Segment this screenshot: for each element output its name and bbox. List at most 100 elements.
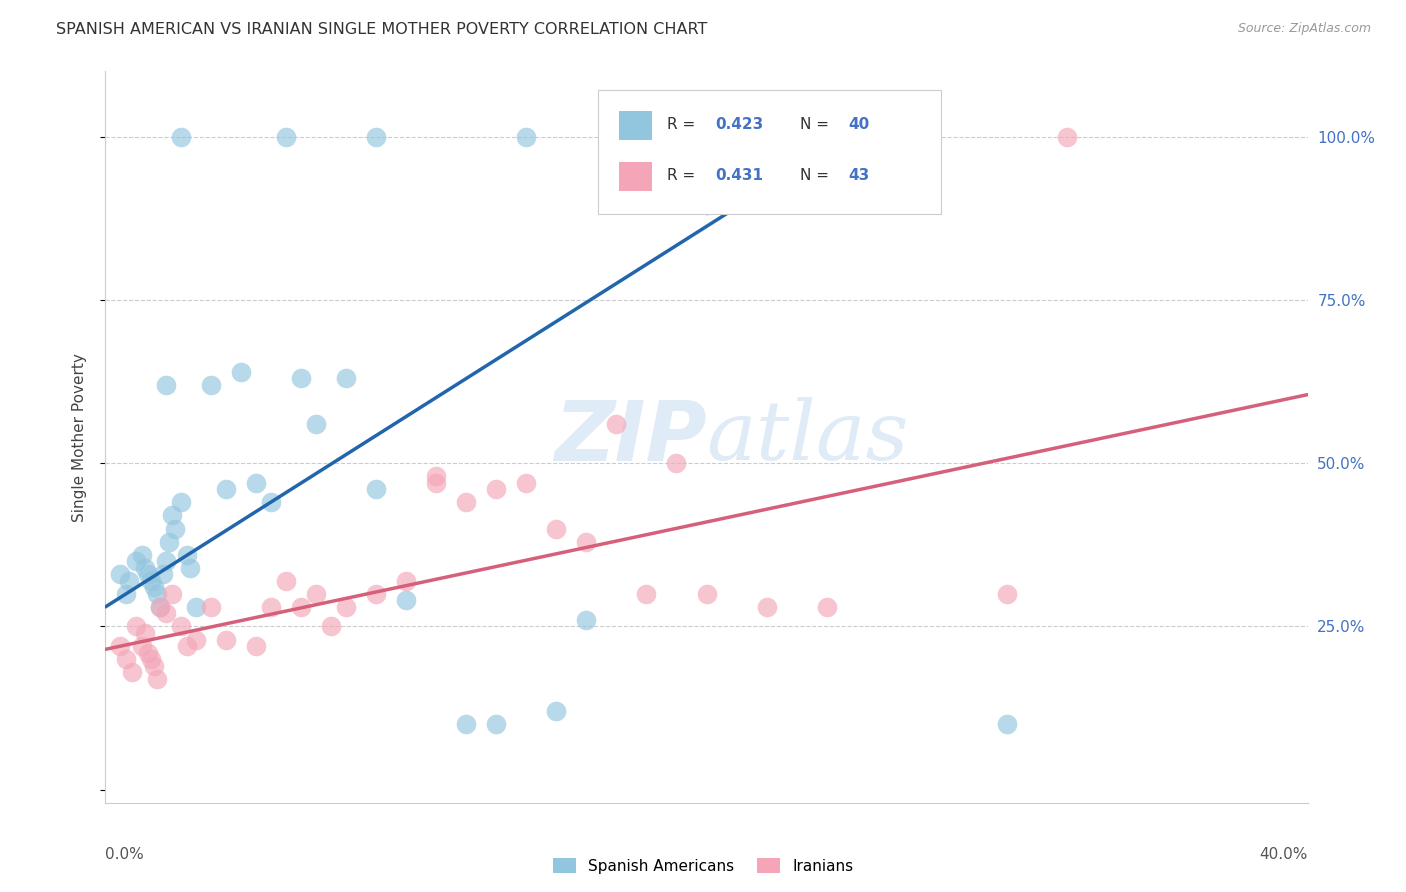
Point (395, 593, 418, 607)
Point (995, 717, 1018, 731)
Point (274, 574, 297, 588)
Point (184, 599, 207, 614)
Point (157, 534, 180, 549)
Legend: Spanish Americans, Iranians: Spanish Americans, Iranians (547, 852, 859, 880)
Point (169, 129, 191, 144)
Point (214, 632, 236, 647)
Point (364, 129, 387, 144)
Point (110, 567, 132, 582)
Point (305, 417, 328, 431)
Point (290, 599, 312, 614)
Point (148, 599, 170, 614)
Point (145, 672, 167, 686)
Point (260, 495, 283, 509)
Point (110, 639, 132, 653)
Text: R =: R = (666, 117, 700, 131)
Text: R =: R = (666, 168, 700, 183)
Text: 40: 40 (848, 117, 870, 131)
Point (274, 129, 297, 144)
Point (665, 456, 688, 470)
Point (148, 599, 170, 614)
Point (115, 587, 138, 601)
Point (134, 560, 156, 574)
Point (131, 548, 153, 562)
Text: Source: ZipAtlas.com: Source: ZipAtlas.com (1237, 22, 1371, 36)
Point (155, 607, 177, 621)
Point (136, 646, 159, 660)
Point (575, 613, 598, 627)
Text: ZIP: ZIP (554, 397, 707, 477)
Point (184, 632, 207, 647)
Point (995, 587, 1018, 601)
Point (124, 554, 146, 568)
Point (260, 599, 283, 614)
Point (546, 521, 568, 535)
Point (364, 587, 387, 601)
FancyBboxPatch shape (599, 90, 941, 214)
Point (696, 587, 718, 601)
Point (118, 574, 141, 588)
Point (160, 508, 183, 523)
Text: atlas: atlas (707, 397, 908, 477)
Point (214, 483, 236, 497)
Point (160, 587, 183, 601)
Point (454, 495, 477, 509)
Point (155, 377, 177, 392)
Text: 0.0%: 0.0% (105, 847, 145, 862)
FancyBboxPatch shape (619, 111, 652, 140)
Point (229, 365, 252, 379)
Point (176, 548, 198, 562)
Point (121, 665, 143, 680)
Point (546, 705, 568, 719)
Point (142, 580, 165, 594)
Point (169, 619, 191, 633)
Text: 40.0%: 40.0% (1260, 847, 1308, 862)
Point (134, 626, 156, 640)
Point (425, 469, 447, 483)
Point (485, 717, 508, 731)
Point (425, 475, 447, 490)
FancyBboxPatch shape (619, 162, 652, 191)
Text: SPANISH AMERICAN VS IRANIAN SINGLE MOTHER POVERTY CORRELATION CHART: SPANISH AMERICAN VS IRANIAN SINGLE MOTHE… (56, 22, 707, 37)
Point (515, 475, 537, 490)
Point (145, 587, 167, 601)
Text: 0.431: 0.431 (714, 168, 763, 183)
Point (179, 560, 201, 574)
Point (142, 658, 165, 673)
Text: 0.423: 0.423 (714, 117, 763, 131)
Point (319, 619, 342, 633)
Point (139, 574, 162, 588)
Point (364, 483, 387, 497)
Text: 43: 43 (848, 168, 870, 183)
Point (605, 417, 627, 431)
Point (395, 574, 418, 588)
Point (245, 639, 267, 653)
Point (335, 371, 357, 385)
Point (200, 377, 222, 392)
Point (305, 587, 328, 601)
Point (245, 475, 267, 490)
Point (136, 567, 159, 582)
Point (163, 521, 186, 535)
Text: N =: N = (800, 117, 834, 131)
Point (815, 599, 838, 614)
Point (131, 639, 153, 653)
Point (485, 483, 508, 497)
Point (139, 652, 162, 666)
Point (755, 599, 778, 614)
Point (124, 619, 146, 633)
Point (290, 371, 312, 385)
Point (515, 129, 537, 144)
Y-axis label: Single Mother Poverty: Single Mother Poverty (72, 352, 87, 522)
Point (152, 567, 174, 582)
Point (176, 639, 198, 653)
Point (335, 599, 357, 614)
Point (169, 495, 191, 509)
Point (454, 717, 477, 731)
Point (575, 534, 598, 549)
Point (155, 554, 177, 568)
Point (1056, 129, 1078, 144)
Point (115, 652, 138, 666)
Point (200, 599, 222, 614)
Point (636, 587, 658, 601)
